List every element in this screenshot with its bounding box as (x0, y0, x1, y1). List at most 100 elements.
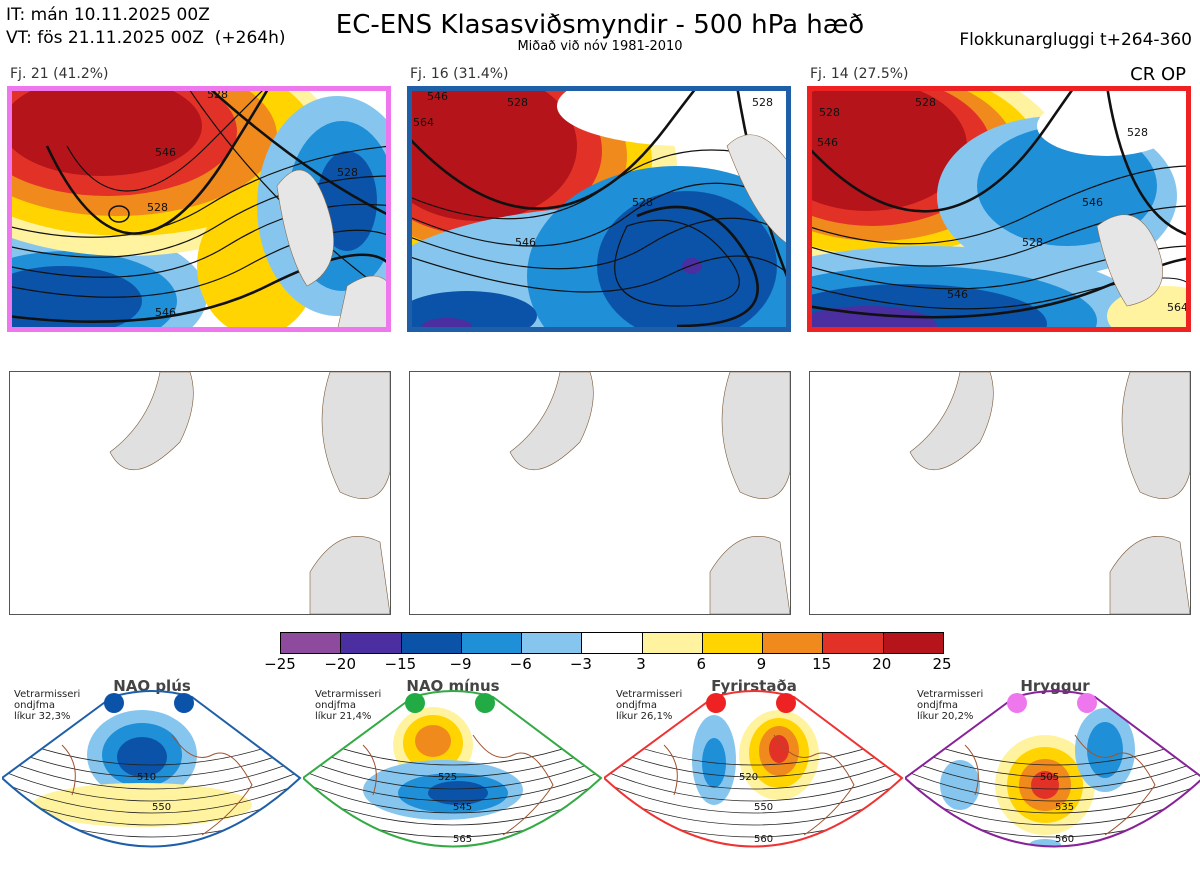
regime-marker-dot (776, 693, 796, 713)
regime-marker-dot (475, 693, 495, 713)
regime-panel[interactable]: Hryggur Vetrarmisseri ondjfma líkur 20,2% 50… (905, 675, 1200, 871)
regime-meta-line: líkur 26,1% (616, 711, 673, 722)
colorbar-segment (702, 633, 764, 653)
svg-text:546: 546 (155, 146, 176, 159)
height-contour (604, 758, 902, 790)
colorbar-tick-label: 6 (696, 655, 707, 673)
regime-contour-label: 545 (453, 802, 472, 813)
height-contour (303, 758, 601, 790)
regime-title: NAO mínus (406, 677, 500, 695)
coastline (964, 734, 1156, 836)
regime-meta: Vetrarmisseri ondjfma líkur 20,2% (917, 689, 983, 722)
regime-title: Fyrirstaða (711, 677, 797, 695)
coastline (663, 734, 855, 836)
regime-meta: Vetrarmisseri ondjfma líkur 26,1% (616, 689, 682, 722)
anomaly-blob (415, 725, 451, 757)
svg-text:528: 528 (337, 166, 358, 179)
cluster-3-border (807, 86, 1191, 332)
regime-title: NAO plús (113, 677, 191, 695)
anomaly-field (7, 86, 391, 332)
anomaly-blob (1029, 839, 1061, 847)
regime-contour-label: 560 (754, 834, 773, 845)
colorbar-tick-label: 15 (812, 655, 832, 673)
colorbar-tick-label: −25 (264, 655, 296, 673)
coastline (362, 734, 554, 836)
cluster-map-2[interactable]: 546 564 528 528 528 546 546 (407, 86, 791, 332)
anomaly-blob (940, 760, 980, 810)
regime-panel[interactable]: NAO plús Vetrarmisseri ondjfma líkur 32,3% 5… (2, 675, 302, 871)
cluster-1-border (7, 86, 391, 332)
colorbar-tick-label: 20 (872, 655, 892, 673)
colorbar-segment (461, 633, 523, 653)
height-contour (905, 782, 1200, 814)
regime-panel[interactable]: NAO mínus Vetrarmisseri ondjfma líkur 21,4%… (303, 675, 603, 871)
regime-meta-line: Vetrarmisseri (917, 689, 984, 700)
colorbar-segment (642, 633, 703, 653)
colorbar-tick-label: 3 (636, 655, 646, 673)
height-contour (604, 770, 902, 802)
colorbar-tick-label: 25 (932, 655, 952, 673)
anomaly-blob (428, 781, 488, 805)
height-contour (2, 758, 300, 790)
colorbar-tick-label: −6 (509, 655, 532, 673)
anomaly-blob (32, 783, 252, 827)
svg-text:546: 546 (817, 136, 838, 149)
regime-contour-label: 525 (438, 772, 457, 783)
height-contour (2, 770, 300, 802)
regime-meta-line: líkur 20,2% (917, 711, 974, 722)
regime-contour-label: 560 (1055, 834, 1074, 845)
svg-text:546: 546 (947, 288, 968, 301)
regime-meta-line: ondjfma (917, 700, 958, 711)
colorbar-segment (281, 633, 342, 653)
regime-marker-dot (1007, 693, 1027, 713)
regime-meta-line: Vetrarmisseri (616, 689, 683, 700)
svg-text:528: 528 (147, 201, 168, 214)
regime-contour-label: 520 (739, 772, 758, 783)
header-left: IT: mán 10.11.2025 00Z VT: fös 21.11.202… (6, 4, 285, 50)
regime-meta-line: ondjfma (315, 700, 356, 711)
regime-contour-label: 510 (137, 772, 156, 783)
regime-title: Hryggur (1020, 677, 1090, 695)
cluster-map-3[interactable]: 528 546 528 528 546 546 528 564 (807, 86, 1191, 332)
colorbar-tick-label: −9 (449, 655, 472, 673)
cluster-3-label: Fj. 14 (27.5%) (810, 66, 909, 82)
svg-text:528: 528 (819, 106, 840, 119)
regime-contour-label: 565 (453, 834, 472, 845)
init-time: IT: mán 10.11.2025 00Z (6, 5, 210, 25)
height-contour (905, 770, 1200, 802)
regime-contour-label: 535 (1055, 802, 1074, 813)
svg-text:564: 564 (413, 116, 434, 129)
regime-meta: Vetrarmisseri ondjfma líkur 32,3% (14, 689, 80, 722)
page-title: EC-ENS Klasasviðsmyndir - 500 hPa hæð (335, 10, 865, 40)
height-contour (2, 746, 300, 778)
cluster-map-1[interactable]: 528 546 528 546 528 546 (7, 86, 391, 332)
regime-marker-dot (706, 693, 726, 713)
colorbar-tick-label: −15 (384, 655, 417, 673)
regime-marker-dot (174, 693, 194, 713)
cluster-2-label: Fj. 16 (31.4%) (410, 66, 509, 82)
regime-border (2, 690, 302, 848)
regime-border (905, 690, 1200, 848)
regime-panel[interactable]: Fyrirstaða Vetrarmisseri ondjfma líkur 26,1… (604, 675, 904, 871)
regime-meta: Vetrarmisseri ondjfma líkur 21,4% (315, 689, 381, 722)
cr-op-label: CR OP (1130, 64, 1186, 85)
regime-meta-line: líkur 21,4% (315, 711, 372, 722)
height-contour (905, 746, 1200, 778)
colorbar-segment (823, 633, 884, 653)
svg-text:528: 528 (915, 96, 936, 109)
height-contour (2, 782, 300, 814)
anomaly-blob (1087, 722, 1123, 778)
svg-text:528: 528 (207, 88, 228, 101)
regime-meta-line: ondjfma (616, 700, 657, 711)
coastline (61, 734, 253, 836)
cluster-1-label: Fj. 21 (41.2%) (10, 66, 109, 82)
colorbar-segment (582, 633, 643, 653)
regime-contour-label: 550 (152, 802, 171, 813)
regime-meta-line: Vetrarmisseri (14, 689, 81, 700)
classification-window: Flokkunargluggi t+264-360 (959, 30, 1192, 50)
anomaly-blob (117, 737, 167, 777)
svg-text:546: 546 (155, 306, 176, 319)
regime-marker-dot (405, 693, 425, 713)
empty-map-2 (409, 371, 791, 615)
colorbar-segment (522, 633, 583, 653)
